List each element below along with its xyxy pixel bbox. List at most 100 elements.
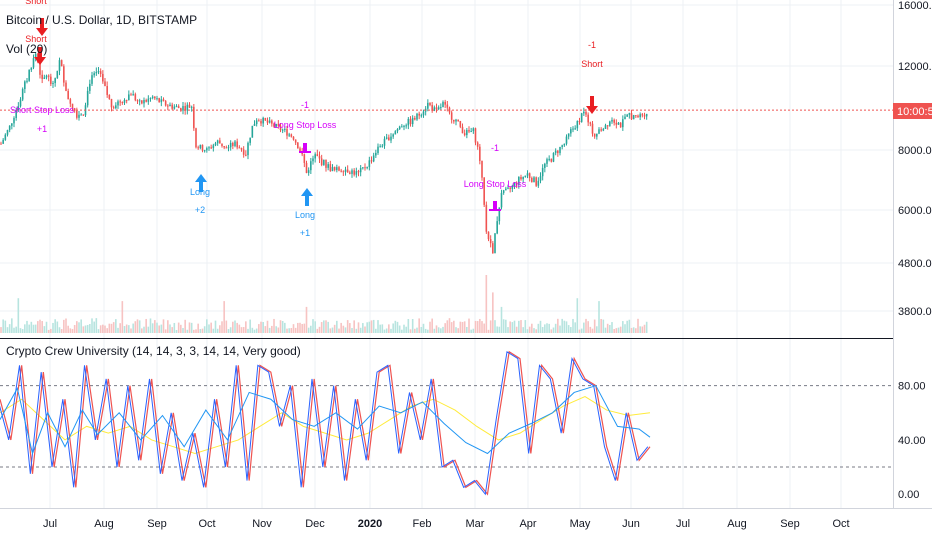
candle-body xyxy=(509,187,511,189)
candle-body xyxy=(606,125,609,127)
volume-bar xyxy=(403,324,405,333)
candle-body xyxy=(249,137,251,143)
volume-bar xyxy=(524,320,527,333)
candle-body xyxy=(121,102,124,104)
price-axis[interactable]: 16000.00 12000.00 8000.00 6000.00 4800.00 380… xyxy=(898,0,932,318)
volume-bar xyxy=(323,320,325,333)
volume-bar xyxy=(379,324,381,333)
volume-bar xyxy=(247,328,249,333)
candle-body xyxy=(403,125,405,127)
volume-bar xyxy=(342,325,345,333)
volume-bar xyxy=(184,319,186,333)
volume-bar xyxy=(329,328,332,333)
volume-bar xyxy=(37,321,39,333)
volume-bar xyxy=(396,321,399,333)
volume-bar xyxy=(119,323,121,333)
candle-body xyxy=(381,145,384,147)
volume-bar xyxy=(199,329,202,333)
candle-body xyxy=(401,126,403,128)
volume-bar xyxy=(435,325,438,333)
volume-bar xyxy=(80,319,82,333)
candle-body xyxy=(212,145,215,149)
candle-body xyxy=(260,121,262,124)
time-axis[interactable]: Jul Aug Sep Oct Nov Dec 2020 Feb Mar Apr May Jun Jul… xyxy=(43,518,850,530)
candle-body xyxy=(104,81,106,87)
candle-body xyxy=(366,167,368,169)
candle-body xyxy=(0,143,2,145)
candle-body xyxy=(247,142,249,156)
candle-body xyxy=(134,94,137,101)
candle-body xyxy=(370,160,373,162)
candle-body xyxy=(535,177,537,186)
candle-body xyxy=(286,128,288,136)
volume-bar xyxy=(552,327,555,333)
volume-bar xyxy=(219,325,221,333)
candle-body xyxy=(190,106,193,108)
volume-bar xyxy=(99,325,102,333)
volume-bar xyxy=(229,327,232,333)
volume-bar xyxy=(54,319,56,333)
volume-bar xyxy=(28,324,30,333)
volume-bar xyxy=(177,322,180,333)
volume-bar xyxy=(593,319,596,333)
candle-body xyxy=(240,147,243,150)
candle-body xyxy=(225,147,228,149)
volume-bar xyxy=(214,320,217,333)
volume-bar xyxy=(132,323,134,333)
candle-body xyxy=(561,145,563,147)
candle-body xyxy=(513,182,516,186)
price-tick-label: 4800.00 xyxy=(898,258,932,270)
volume-bar xyxy=(307,327,310,333)
volume-bar xyxy=(394,320,397,333)
candle-body xyxy=(145,100,147,102)
volume-bar xyxy=(489,320,492,333)
time-tick-label: Mar xyxy=(466,518,485,530)
candle-body xyxy=(123,99,126,103)
volume-bar xyxy=(15,326,17,333)
candle-body xyxy=(143,100,145,104)
volume-bar xyxy=(216,328,219,333)
volume-bar xyxy=(409,329,412,333)
time-tick-label: Jul xyxy=(43,518,57,530)
signal-arrow-head xyxy=(36,28,48,36)
volume-bar xyxy=(318,326,321,333)
volume-bar xyxy=(357,322,360,333)
candle-body xyxy=(541,167,544,177)
osc-slow-line xyxy=(0,395,651,454)
signal-label-stop: Long Stop Loss xyxy=(274,120,337,130)
candle-body xyxy=(390,136,392,141)
volume-bar xyxy=(255,328,258,333)
volume-bar xyxy=(93,321,95,333)
candle-body xyxy=(466,130,468,136)
candle-body xyxy=(500,192,503,208)
volume-bar xyxy=(444,323,446,333)
volume-bar xyxy=(377,320,379,333)
volume-bar xyxy=(325,320,327,333)
candle-body xyxy=(115,105,117,109)
candle-body xyxy=(323,159,325,165)
candle-body xyxy=(544,163,546,168)
candle-body xyxy=(136,100,139,102)
volume-bar xyxy=(420,327,423,333)
volume-bar xyxy=(496,326,498,333)
candle-body xyxy=(463,133,466,136)
volume-bar xyxy=(596,326,598,333)
candle-body xyxy=(576,121,579,129)
osc-d-line xyxy=(0,350,651,496)
candle-body xyxy=(4,134,7,140)
volume-bar xyxy=(576,298,579,333)
candle-body xyxy=(41,74,43,79)
candle-body xyxy=(279,125,282,131)
volume-bar xyxy=(264,326,267,333)
candle-body xyxy=(609,121,611,126)
candle-body xyxy=(24,81,26,90)
volume-bar xyxy=(151,323,154,333)
volume-bar xyxy=(108,323,111,333)
volume-bar xyxy=(180,324,182,333)
volume-bar xyxy=(314,321,316,333)
candle-body xyxy=(528,173,531,178)
candle-body xyxy=(271,120,273,124)
candle-body xyxy=(266,120,269,123)
oscillator-axis[interactable]: 80.00 40.00 0.00 xyxy=(898,381,926,501)
